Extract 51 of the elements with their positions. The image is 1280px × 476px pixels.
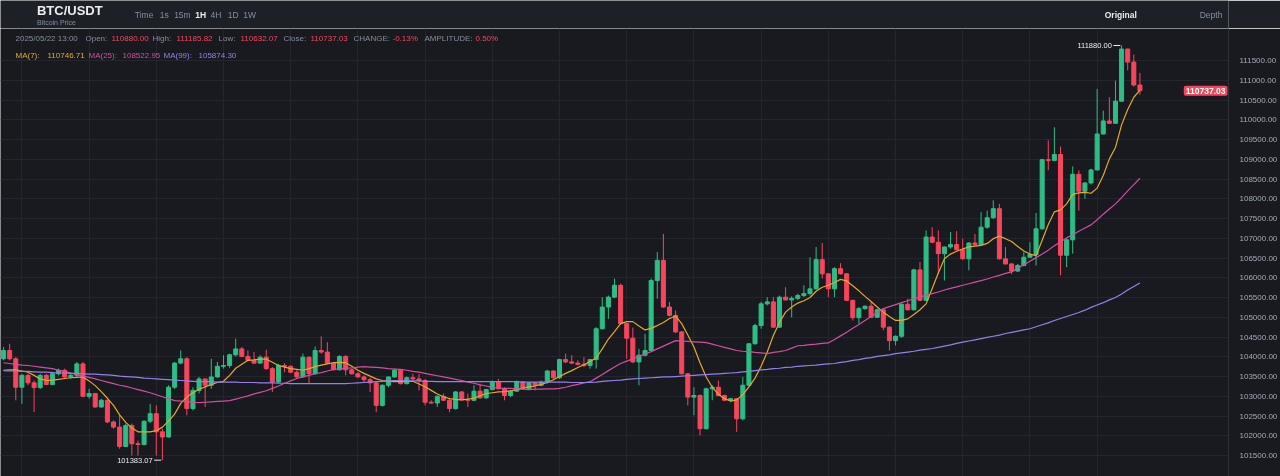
y-tick-label: 110000.00	[1239, 115, 1278, 125]
annotation: 0.50%	[475, 34, 499, 43]
annotation: 110880.00	[111, 34, 150, 43]
y-tick-label: 107000.00	[1239, 233, 1278, 243]
text: 1D	[227, 9, 239, 20]
y-tick-label: 102000.00	[1239, 431, 1278, 441]
annotation: 110746.71	[47, 51, 86, 60]
y-tick-label: 106000.00	[1239, 273, 1278, 283]
y-tick-label: 104000.00	[1239, 352, 1278, 362]
text: 1s	[159, 9, 169, 20]
y-tick-label: 108000.00	[1239, 194, 1278, 204]
annotation: CHANGE:	[353, 34, 390, 43]
chart-title: BTC/USDT	[36, 3, 103, 18]
annotation: 105874.30	[198, 51, 237, 60]
annotation: Low:	[218, 34, 236, 43]
y-tick-label: 106500.00	[1239, 253, 1278, 263]
y-tick-label: 111500.00	[1239, 56, 1277, 65]
y-tick-label: 105000.00	[1239, 312, 1278, 322]
annotation: High:	[152, 34, 172, 43]
annotation: AMPLITUDE:	[424, 34, 473, 43]
y-tick-label: 111000.00	[1239, 75, 1277, 85]
y-tick-label: 109500.00	[1239, 135, 1278, 145]
text: Depth	[1199, 9, 1223, 20]
y-tick-label: 105500.00	[1239, 293, 1278, 303]
annotation: 110632.07	[240, 34, 279, 43]
y-tick-label: 104500.00	[1239, 332, 1278, 342]
y-tick-label: 110500.00	[1239, 95, 1278, 105]
y-tick-label: 109000.00	[1239, 154, 1278, 164]
text: MA(7):	[15, 51, 40, 60]
annotation: 2025/05/22 13:00	[15, 34, 79, 43]
annotation: 111185.82	[176, 34, 214, 43]
annotation: Open:	[85, 34, 108, 43]
y-tick-label: 103000.00	[1239, 391, 1278, 401]
annotation: 110737.03	[1185, 85, 1226, 96]
text: 4H	[210, 9, 222, 20]
text: Time	[134, 9, 154, 20]
y-tick-label: 103500.00	[1239, 372, 1278, 382]
annotation: -0.13%	[392, 34, 418, 43]
text: 15m	[174, 9, 191, 20]
y-tick-label: 107500.00	[1239, 214, 1278, 224]
text: 1W	[243, 9, 256, 20]
text: MA(25):	[88, 51, 117, 60]
text: 1H	[195, 9, 207, 20]
annotation: 108522.95	[122, 51, 161, 60]
y-tick-label: 102500.00	[1239, 411, 1278, 421]
annotation: Close:	[283, 34, 307, 43]
y-tick-label: 108500.00	[1239, 174, 1278, 184]
text: MA(99):	[163, 51, 192, 60]
annotation: 110737.03	[310, 34, 349, 43]
y-tick-label: 101500.00	[1239, 451, 1278, 461]
text: Original	[1104, 9, 1137, 20]
